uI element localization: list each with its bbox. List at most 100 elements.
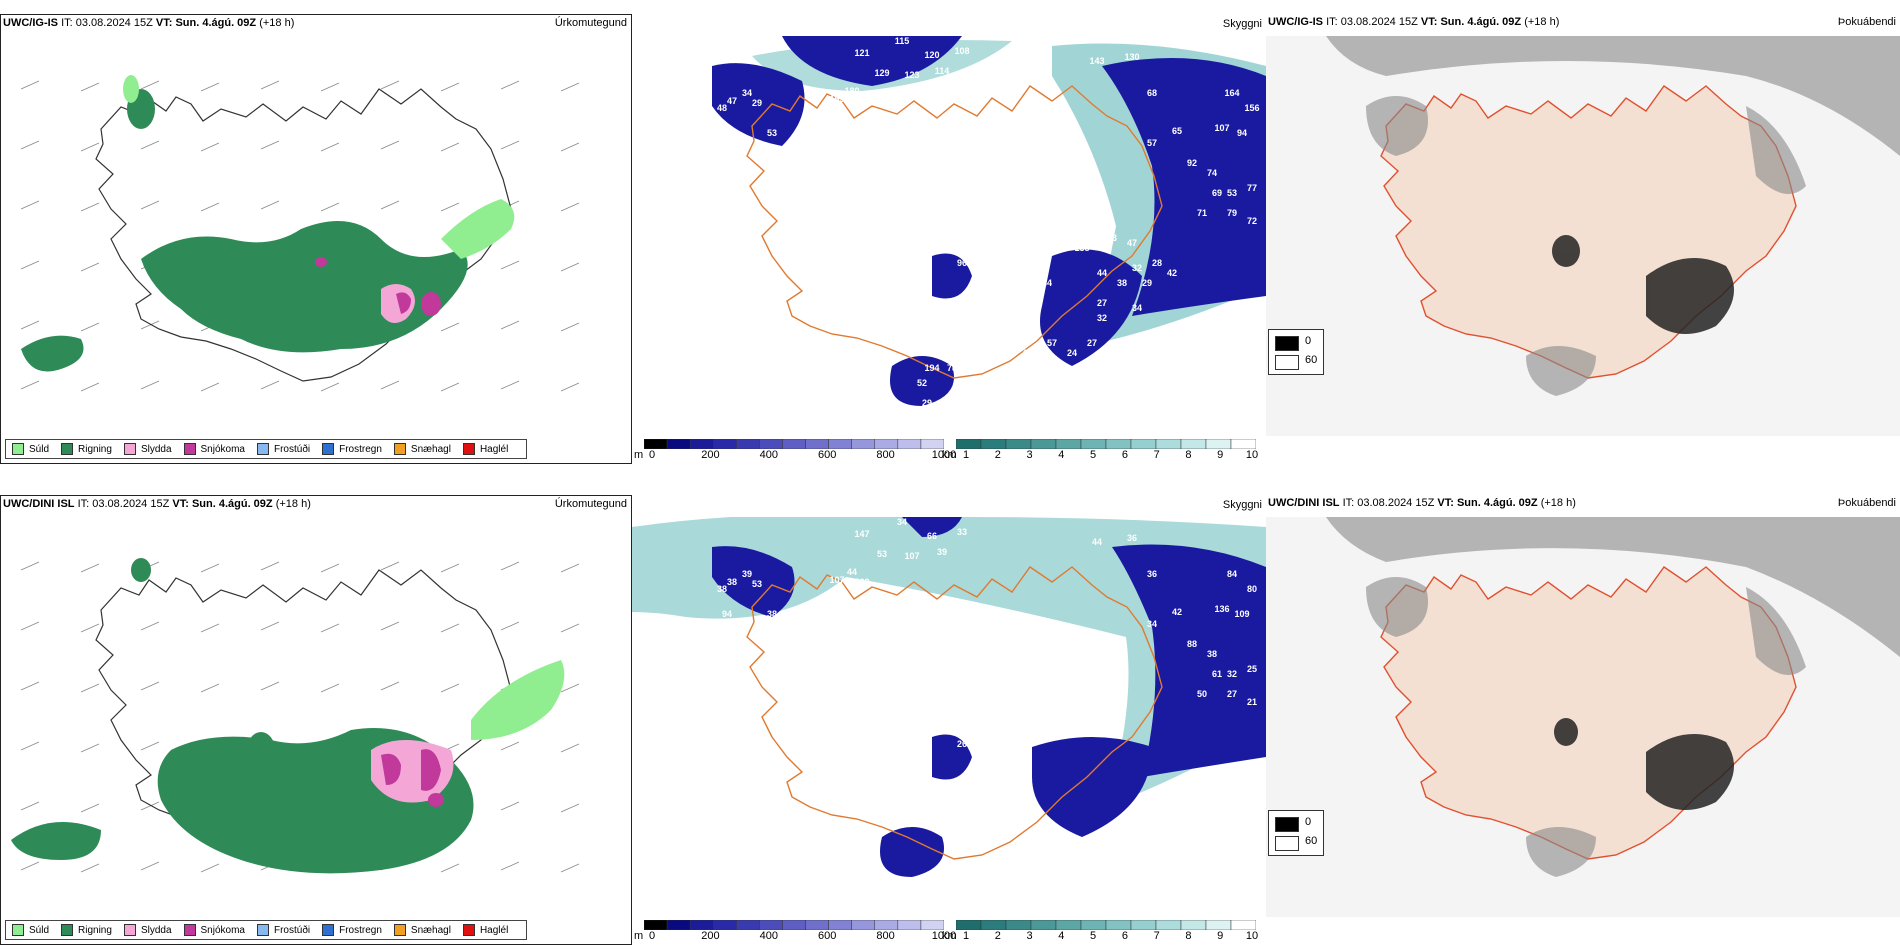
legend-label: Rigning — [78, 924, 112, 936]
fog-swatch-black — [1275, 336, 1299, 351]
cloud-base-label: 32 — [1132, 263, 1142, 273]
cloud-base-label: 34 — [742, 88, 752, 98]
cloud-base-label: 68 — [1147, 88, 1157, 98]
panel-title: Úrkomutegund — [554, 17, 627, 29]
cloud-base-label: 120 — [924, 50, 939, 60]
cloud-panel-top: Skyggni 121 115 120 108 129 123 114 180 169 161 34… — [632, 14, 1266, 464]
colorbar-swatch — [1230, 920, 1256, 930]
cloud-base-label: 80 — [1247, 584, 1257, 594]
visibility-tick-label: 5 — [1090, 449, 1097, 461]
cloud-base-label: 26 — [957, 739, 967, 749]
cloud-base-label: 47 — [722, 128, 732, 138]
colorbar-swatch — [851, 920, 876, 930]
valid-time: Sun. 4.ágú. 09Z — [1440, 16, 1522, 28]
height-tick-label: 600 — [818, 930, 837, 942]
colorbar-swatch — [1080, 920, 1107, 930]
colorbar-swatch — [805, 439, 829, 449]
colorbar-swatch — [644, 920, 668, 930]
swatch — [393, 443, 406, 455]
cloud-base-label: 38 — [1207, 649, 1217, 659]
colorbar-swatch — [1030, 920, 1057, 930]
colorbar-swatch — [920, 920, 944, 930]
legend-label: Frostúði — [273, 443, 311, 455]
cloud-base-label: 13 — [1107, 233, 1117, 243]
cloud-base-label: 89 — [1022, 328, 1032, 338]
height-tick-label: 800 — [876, 449, 895, 461]
visibility-unit: km — [942, 449, 957, 461]
cloud-base-label: 27 — [1097, 298, 1107, 308]
cloud-base-label: 42 — [1172, 607, 1182, 617]
lead-time: (+18 h) — [1524, 16, 1560, 28]
swatch — [183, 924, 196, 936]
cloud-base-label: 180 — [844, 86, 859, 96]
cloud-base-label: 130 — [1124, 52, 1139, 62]
cloud-base-label: 108 — [954, 46, 969, 56]
lead-time: (+18 h) — [1540, 497, 1576, 509]
legend-item-frostudi: Frostúði — [256, 924, 311, 936]
cloud-base-label: 65 — [1172, 126, 1182, 136]
valid-time: Sun. 4.ágú. 09Z — [1456, 497, 1538, 509]
swatch — [12, 443, 24, 455]
legend-label: Snæhagl — [410, 443, 451, 455]
legend-label: Haglél — [479, 443, 509, 455]
legend-label: Snæhagl — [410, 924, 451, 936]
cloud-base-label: 72 — [1247, 216, 1257, 226]
lead-time: (+18 h) — [259, 17, 295, 29]
height-colorbar: m 0 200 400 600 800 1000 — [634, 439, 956, 463]
panel-title: Skyggni — [1222, 18, 1262, 30]
cloud-base-label: 92 — [1187, 158, 1197, 168]
cloud-base-label: 33 — [957, 527, 967, 537]
legend-label: Frostúði — [273, 924, 311, 936]
vt-label: VT: — [172, 498, 189, 510]
colorbar-swatch — [666, 439, 691, 449]
cloud-base-label: 29 — [1142, 278, 1152, 288]
cloud-base-label: 47 — [1127, 238, 1137, 248]
it-label: IT: — [61, 17, 73, 29]
cloud-base-label: 47 — [727, 96, 737, 106]
colorbar-swatch — [1230, 439, 1256, 449]
visibility-tick-label: 1 — [962, 449, 970, 461]
cloud-base-label: 64 — [1042, 278, 1052, 288]
cloud-base-label: 44 — [1097, 268, 1107, 278]
visibility-tick-label: 4 — [1058, 449, 1065, 461]
fog-label-0: 0 — [1305, 816, 1312, 828]
cloud-base-label: 169 — [829, 94, 844, 104]
it-label: IT: — [77, 498, 90, 510]
cloud-base-label: 123 — [904, 70, 919, 80]
cloud-base-label: 57 — [1047, 338, 1057, 348]
legend-label: Slydda — [140, 443, 172, 455]
panel-title: Skyggni — [1222, 499, 1262, 511]
cloud-base-label: 46 — [1007, 759, 1017, 769]
swatch — [256, 443, 269, 455]
legend-item-snjokoma: Snjókoma — [183, 443, 245, 455]
cloud-base-label: 60 — [1027, 238, 1037, 248]
fog-panel-bottom: UWC/DINI ISL IT: 03.08.2024 15Z VT: Sun.… — [1266, 495, 1900, 945]
colorbar-swatch — [736, 439, 760, 449]
vt-label: VT: — [1420, 16, 1438, 28]
model-name: UWC/DINI ISL — [1268, 497, 1340, 509]
colorbar-swatch — [1180, 920, 1207, 930]
cloud-base-label: 48 — [1022, 348, 1032, 358]
colorbar-swatch — [644, 439, 668, 449]
cloud-base-label: 38 — [767, 609, 777, 619]
legend-item-slydda: Slydda — [123, 924, 172, 936]
precip-panel-bottom: UWC/DINI ISL IT: 03.08.2024 15Z VT: Sun.… — [0, 495, 632, 945]
legend-item-snjokoma: Snjókoma — [183, 924, 245, 936]
cloud-base-label: 25 — [1247, 664, 1257, 674]
cloud-base-label: 44 — [847, 567, 857, 577]
cloud-base-label: 84 — [1227, 569, 1237, 579]
colorbar-swatch — [897, 920, 922, 930]
model-name: UWC/DINI ISL — [3, 498, 75, 510]
fog-panel-top: UWC/IG-IS IT: 03.08.2024 15Z VT: Sun. 4.… — [1266, 14, 1900, 464]
height-tick-label: 1000 — [931, 449, 957, 461]
fog-legend: 0 60 — [1268, 329, 1324, 375]
colorbar-swatch — [712, 920, 737, 930]
cloud-base-label: 114 — [935, 66, 950, 76]
cloud-base-label: 24 — [1067, 348, 1077, 358]
visibility-unit: km — [942, 930, 957, 942]
visibility-tick-label: 10 — [1245, 930, 1259, 942]
colorbar-swatch — [897, 439, 922, 449]
colorbar-swatch — [980, 439, 1007, 449]
visibility-tick-label: 8 — [1185, 449, 1192, 461]
